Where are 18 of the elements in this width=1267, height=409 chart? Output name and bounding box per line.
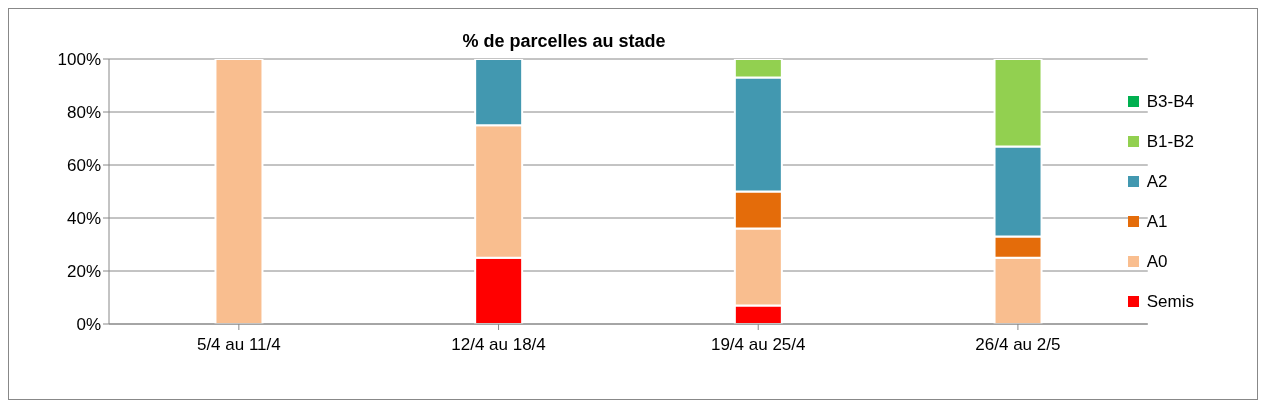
x-tick-label: 5/4 au 11/4 [196, 335, 281, 355]
y-tick-label: 60% [66, 156, 101, 176]
legend-label: A0 [1146, 251, 1168, 272]
y-tick-label: 100% [57, 50, 101, 70]
x-tick-label: 19/4 au 25/4 [710, 335, 806, 355]
legend-label: A2 [1146, 171, 1168, 192]
x-tick-label: 12/4 au 18/4 [451, 335, 546, 355]
x-tick-label: 26/4 au 2/5 [975, 335, 1061, 355]
legend-label: Semis [1146, 291, 1194, 312]
y-tick-label: 80% [66, 103, 101, 123]
legend-label: B3-B4 [1146, 91, 1194, 112]
chart-title: % de parcelles au stade [461, 31, 667, 52]
y-tick-label: 20% [66, 262, 101, 282]
legend-label: B1-B2 [1146, 131, 1194, 152]
y-tick-label: 0% [76, 315, 101, 335]
y-tick-label: 40% [66, 209, 101, 229]
legend-label: A1 [1146, 211, 1168, 232]
bar [214, 59, 264, 324]
